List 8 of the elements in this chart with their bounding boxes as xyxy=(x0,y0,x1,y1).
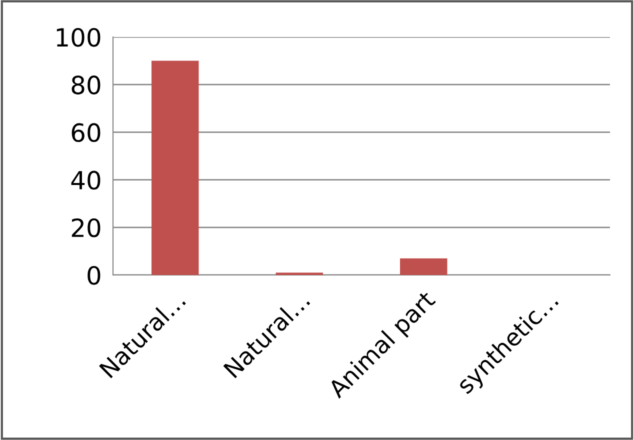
y-tick-label: 80 xyxy=(72,76,100,94)
y-tick-label: 0 xyxy=(88,266,100,285)
y-tick-label: 100 xyxy=(56,28,100,47)
y-tick-label: 60 xyxy=(72,123,100,142)
y-tick-label: 40 xyxy=(71,170,100,190)
bar xyxy=(400,258,448,275)
bar xyxy=(152,60,199,275)
y-tick-label: 20 xyxy=(72,218,100,238)
